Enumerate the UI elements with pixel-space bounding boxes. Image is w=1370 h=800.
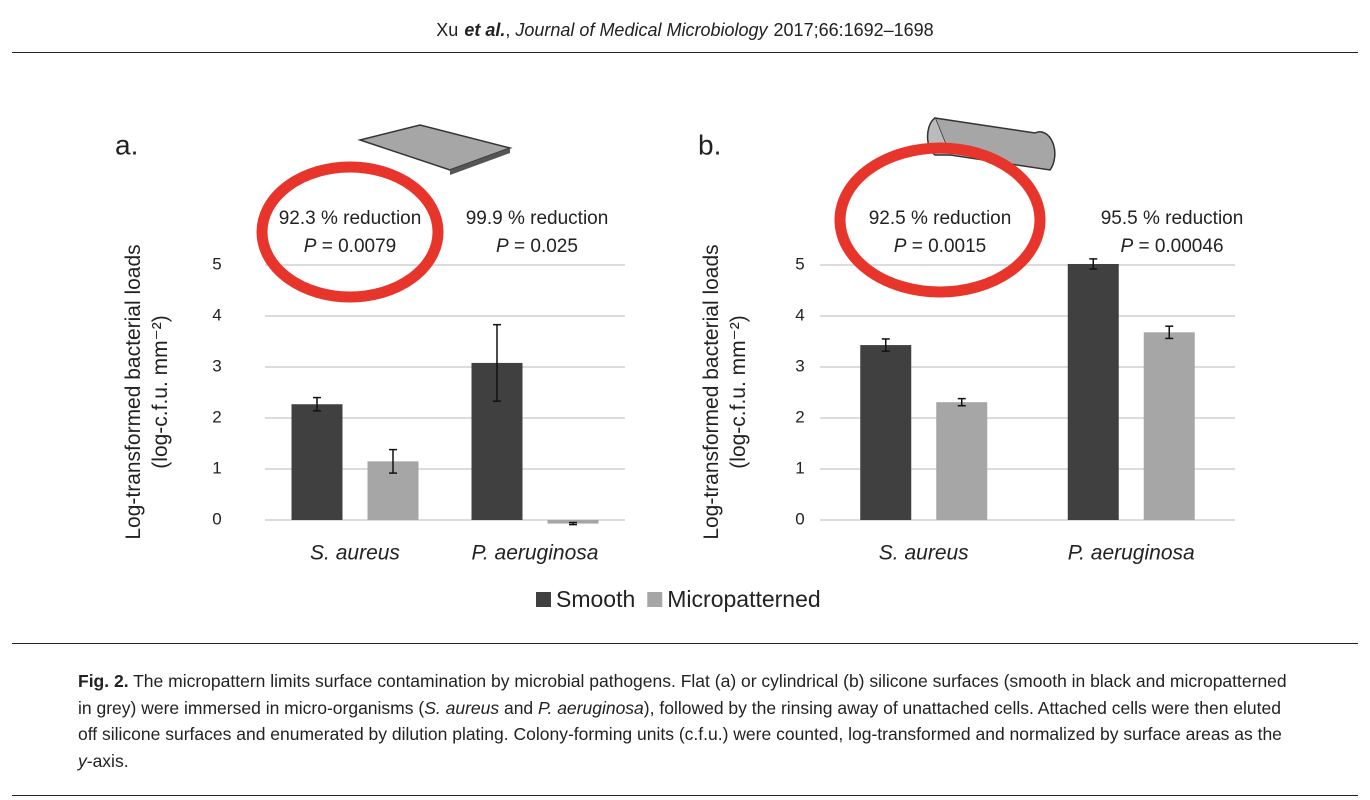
y-axis-title: Log-transformed bacterial loads (log-c.f.… (700, 244, 750, 539)
annotation-rest: = 0.0015 (906, 236, 986, 257)
y-tick-label: 1 (795, 458, 804, 477)
figure: a.Log-transformed bacterial loads (log-c.… (115, 117, 1244, 612)
et-al: et al. (464, 20, 506, 40)
x-tick-label: S. aureus (879, 542, 969, 565)
y-axis-title: Log-transformed bacterial loads (log-c.f.… (122, 244, 172, 539)
annotation-p: P (894, 236, 907, 257)
annotation-p: P (1120, 236, 1133, 257)
running-header: Xu et al., Journal of Medical Microbiolo… (436, 20, 934, 40)
y-tick-label: 4 (212, 305, 221, 324)
annotation: 92.3 % reduction (279, 208, 422, 229)
bar (1067, 263, 1119, 520)
bar (547, 520, 599, 524)
caption-text: P. aeruginosa (538, 697, 644, 718)
journal: Journal of Medical Microbiology (515, 20, 768, 40)
flat-sheet-edge (450, 148, 510, 175)
legend-swatch (536, 592, 551, 607)
legend-label: Smooth (556, 586, 635, 612)
caption-text: S. aureus (424, 697, 500, 718)
legend-swatch (647, 592, 663, 607)
annotation: 92.5 % reduction (869, 208, 1012, 229)
cylinder-icon (933, 117, 1056, 171)
y-axis-title-line: Log-transformed bacterial loads (122, 244, 145, 539)
annotation: 99.9 % reduction (466, 208, 609, 229)
annotation: P = 0.025 (496, 236, 578, 257)
bar (291, 404, 343, 520)
x-tick-label: P. aeruginosa (1068, 542, 1195, 565)
y-tick-label: 2 (795, 407, 804, 426)
highlight-circle (834, 142, 1046, 298)
y-tick-label: 1 (212, 458, 221, 477)
rule (12, 795, 1358, 796)
bar (1143, 332, 1195, 520)
rule (12, 643, 1358, 644)
y-tick-label: 2 (212, 407, 221, 426)
y-tick-label: 5 (795, 254, 804, 273)
annotation-p: P (496, 236, 509, 257)
y-axis-title-line: Log-transformed bacterial loads (700, 244, 723, 539)
caption-text: The micropattern limits surface contamin… (78, 671, 1287, 718)
annotation-rest: = 0.0079 (316, 236, 396, 257)
caption-text: and (499, 697, 539, 718)
x-tick-label: S. aureus (310, 542, 400, 565)
annotation-rest: = 0.025 (509, 236, 578, 257)
legend-label: Micropatterned (667, 586, 820, 612)
y-axis-title-line: (log-c.f.u. mm⁻²) (149, 315, 172, 468)
annotation: P = 0.0079 (304, 236, 396, 257)
caption-text: ), followed by the rinsing away of unatt… (78, 697, 1282, 745)
annotation: P = 0.0015 (894, 236, 986, 257)
x-tick-label: P. aeruginosa (472, 542, 599, 565)
caption-text: y (78, 750, 87, 771)
bar (936, 402, 988, 520)
annotation: P = 0.00046 (1120, 236, 1223, 257)
caption: Fig. 2. The micropattern limits surface … (78, 668, 1298, 774)
y-tick-label: 0 (795, 509, 804, 528)
panel-label: b. (698, 129, 721, 160)
author: Xu (436, 20, 459, 40)
bar (860, 345, 912, 520)
y-tick-label: 3 (212, 356, 221, 375)
y-tick-label: 4 (795, 305, 804, 324)
citation: 2017;66:1692–1698 (773, 20, 934, 40)
rule (12, 52, 1358, 53)
highlight-circle (256, 161, 444, 303)
annotation-rest: = 0.00046 (1133, 236, 1223, 257)
annotation-p: P (304, 236, 317, 257)
y-axis-title-line: (log-c.f.u. mm⁻²) (727, 315, 750, 468)
panel-label: a. (115, 129, 138, 160)
y-tick-label: 5 (212, 254, 221, 273)
y-tick-label: 3 (795, 356, 804, 375)
flat-sheet-icon (357, 124, 513, 171)
y-tick-label: 0 (212, 509, 221, 528)
caption-label: Fig. 2. (78, 671, 129, 691)
caption-text: -axis. (86, 750, 129, 771)
annotation: 95.5 % reduction (1101, 208, 1244, 229)
